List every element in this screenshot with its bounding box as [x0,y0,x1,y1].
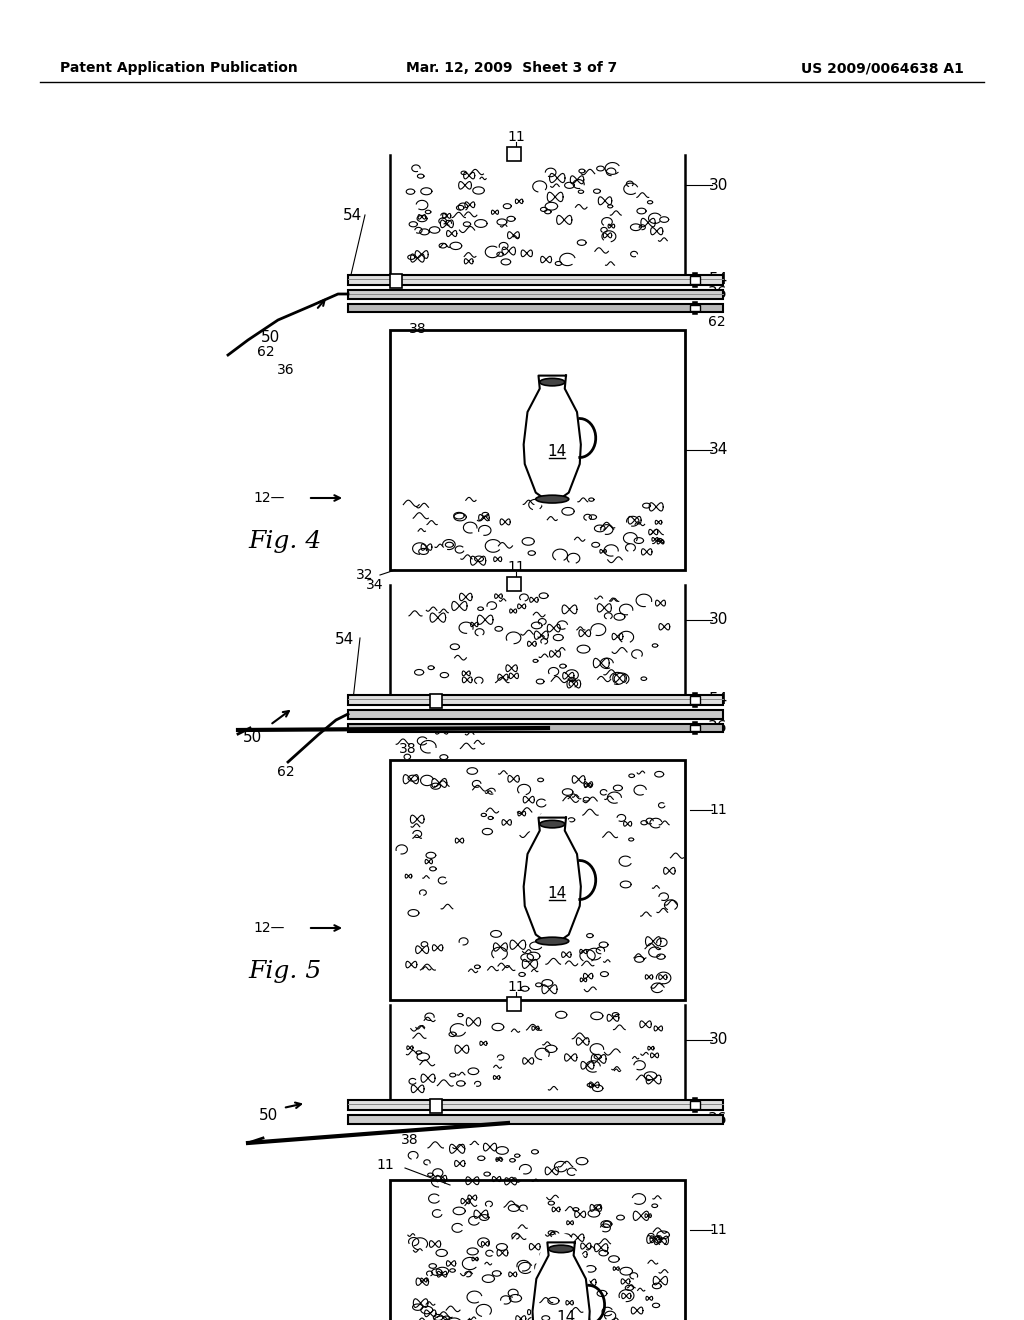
Text: 38: 38 [401,1133,419,1147]
Text: 36: 36 [278,363,295,378]
Bar [348,290,723,300]
Bar [348,304,723,312]
Bar [507,147,521,161]
Bar [348,723,723,733]
Bar [690,276,700,284]
Bar [348,710,723,719]
Text: 54: 54 [709,272,728,286]
Text: 36: 36 [709,286,728,301]
Text: Fig. 4: Fig. 4 [249,529,322,553]
Text: 32: 32 [356,568,374,582]
Text: 54: 54 [709,692,728,706]
Text: Fig. 5: Fig. 5 [249,960,322,982]
Ellipse shape [540,820,565,828]
Text: 50: 50 [244,730,262,746]
Text: 14: 14 [548,886,567,900]
Text: 36: 36 [709,1111,728,1126]
Text: 30: 30 [709,612,728,627]
Bar [430,694,442,708]
Text: Patent Application Publication: Patent Application Publication [60,61,298,75]
Ellipse shape [522,808,583,952]
Ellipse shape [530,1233,591,1320]
Bar [390,1005,685,1100]
Text: 11: 11 [507,129,524,144]
Bar [690,1101,700,1109]
Bar [348,1115,723,1125]
Text: 11: 11 [507,979,524,994]
Text: 54: 54 [336,632,354,648]
Bar [690,725,700,731]
Bar [390,760,685,1001]
Bar [390,1180,685,1320]
Bar [390,275,402,288]
Text: 30: 30 [709,1032,728,1048]
Bar [507,997,521,1011]
Bar [507,577,521,591]
Polygon shape [532,1242,590,1320]
Text: 50: 50 [261,330,281,346]
Text: 11: 11 [710,803,727,817]
Bar [390,154,685,275]
Bar [348,1100,723,1110]
Bar [690,305,700,312]
Text: 62: 62 [278,766,295,779]
Text: 12—: 12— [254,491,285,506]
Text: 50: 50 [258,1107,278,1122]
Bar [430,1100,442,1113]
Text: 11: 11 [710,1224,727,1237]
Text: 30: 30 [709,177,728,193]
Text: 34: 34 [367,578,384,591]
Ellipse shape [536,495,568,503]
Polygon shape [523,817,581,942]
Text: Mar. 12, 2009  Sheet 3 of 7: Mar. 12, 2009 Sheet 3 of 7 [407,61,617,75]
Text: US 2009/0064638 A1: US 2009/0064638 A1 [801,61,964,75]
Ellipse shape [522,367,583,510]
Text: 14: 14 [556,1311,575,1320]
Ellipse shape [536,937,568,945]
Bar [390,330,685,570]
Text: 54: 54 [342,207,361,223]
Text: 11: 11 [507,560,524,574]
Ellipse shape [540,379,565,385]
Bar [690,696,700,704]
Ellipse shape [549,1245,573,1253]
Text: 62: 62 [257,345,274,359]
Text: 14: 14 [548,444,567,458]
Text: 36: 36 [709,721,728,735]
Text: 62: 62 [709,315,726,329]
Polygon shape [523,376,581,500]
Text: 34: 34 [709,442,728,458]
Text: 38: 38 [410,322,427,337]
Text: 11: 11 [376,1158,394,1172]
Bar [390,585,685,696]
Bar [348,696,723,705]
Text: 38: 38 [399,742,417,756]
Text: 12—: 12— [254,921,285,935]
Bar [348,275,723,285]
